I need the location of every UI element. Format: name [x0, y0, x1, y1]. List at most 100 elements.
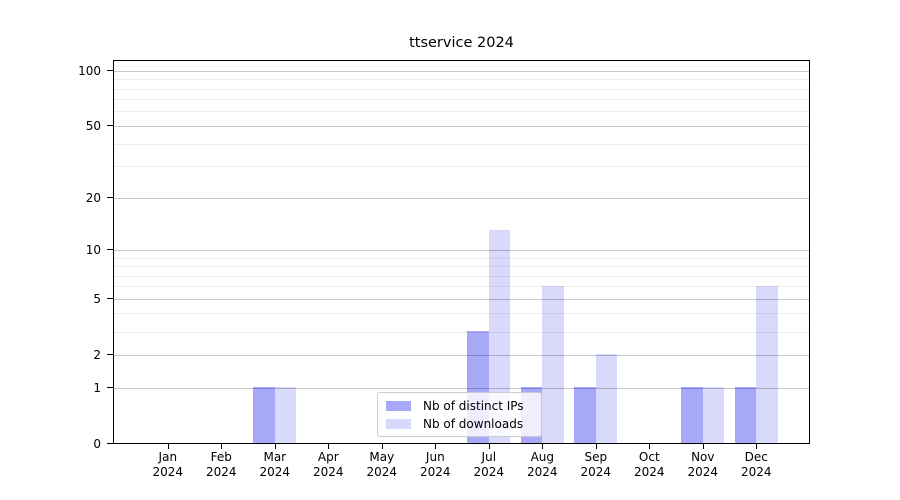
x-tick-label-jul: Jul 2024 [459, 450, 519, 480]
gridline-minor [114, 313, 809, 315]
x-tick-label-mar: Mar 2024 [245, 450, 305, 480]
gridline-minor [114, 99, 809, 101]
y-tick-mark [107, 70, 113, 72]
y-tick-mark [107, 443, 113, 444]
y-tick-mark [107, 298, 113, 300]
gridline-minor [114, 166, 809, 168]
bar-downloads-mar [274, 387, 297, 443]
x-tick-label-feb: Feb 2024 [191, 450, 251, 480]
x-tick-mark [488, 443, 490, 449]
gridline-minor [114, 331, 809, 333]
x-tick-year: 2024 [259, 464, 291, 479]
gridline-minor [114, 257, 809, 259]
x-tick-year: 2024 [473, 464, 505, 479]
x-tick-label-oct: Oct 2024 [619, 450, 679, 480]
gridline-minor [114, 275, 809, 277]
x-tick-mark [542, 443, 544, 449]
x-tick-year: 2024 [741, 464, 772, 479]
y-tick-label: 1 [93, 380, 101, 395]
y-tick-mark [107, 249, 113, 251]
bar-downloads-nov [702, 387, 725, 443]
x-tick-month: May [369, 449, 395, 464]
x-tick-month: Feb [210, 449, 232, 464]
x-tick-month: Nov [691, 449, 715, 464]
x-tick-month: Jan [158, 449, 178, 464]
gridline-major [114, 298, 809, 300]
y-tick-label: 100 [78, 63, 101, 78]
gridline-minor [114, 266, 809, 267]
legend-swatch-distinct-ips [386, 401, 411, 411]
gridline-minor [114, 79, 809, 81]
x-tick-year: 2024 [580, 464, 612, 479]
bar-distinct-ips-sep [574, 387, 596, 443]
gridline-major [114, 70, 809, 72]
x-tick-mark [756, 443, 758, 449]
x-tick-mark [167, 443, 169, 449]
x-tick-mark [221, 443, 223, 449]
x-tick-year: 2024 [152, 464, 184, 479]
legend-item-distinct-ips: Nb of distinct IPs [386, 399, 533, 413]
y-tick-label: 20 [85, 190, 101, 205]
x-tick-mark [435, 443, 437, 449]
bar-distinct-ips-dec [734, 387, 757, 443]
plot-area [113, 60, 810, 444]
gridline-minor [114, 111, 809, 113]
x-tick-label-may: May 2024 [352, 450, 412, 480]
x-tick-month: Jul [481, 449, 497, 464]
bar-distinct-ips-mar [253, 387, 275, 443]
x-tick-mark [328, 443, 330, 449]
y-tick-mark [107, 354, 113, 356]
gridline-major [114, 249, 809, 251]
x-tick-month: Apr [317, 449, 339, 464]
y-tick-label: 2 [93, 347, 101, 362]
y-tick-label: 5 [93, 291, 101, 306]
x-tick-month: Oct [638, 449, 660, 464]
y-tick-mark [107, 197, 113, 199]
legend-item-downloads: Nb of downloads [386, 417, 533, 431]
chart-title: ttservice 2024 [409, 35, 514, 51]
bar-downloads-aug [542, 285, 564, 443]
x-tick-month: Mar [263, 449, 287, 464]
gridline-major [114, 387, 809, 389]
x-tick-month: Dec [744, 449, 768, 464]
x-tick-year: 2024 [366, 464, 398, 479]
x-tick-label-sep: Sep 2024 [566, 450, 626, 480]
y-tick-label: 50 [85, 118, 101, 133]
y-tick-mark [107, 125, 113, 127]
gridline-major [114, 125, 809, 127]
legend: Nb of distinct IPs Nb of downloads [377, 392, 542, 437]
gridline-minor [114, 143, 809, 145]
bar-downloads-jul [488, 229, 511, 443]
bar-downloads-dec [756, 285, 778, 443]
x-tick-year: 2024 [313, 464, 344, 479]
x-tick-label-dec: Dec 2024 [726, 450, 786, 480]
x-tick-label-jun: Jun 2024 [405, 450, 465, 480]
bar-downloads-sep [595, 354, 618, 443]
x-tick-year: 2024 [687, 464, 719, 479]
x-tick-mark [381, 443, 383, 449]
x-tick-label-aug: Aug 2024 [512, 450, 572, 480]
x-tick-label-jan: Jan 2024 [138, 450, 198, 480]
legend-swatch-downloads [386, 419, 411, 429]
x-tick-label-apr: Apr 2024 [298, 450, 358, 480]
x-tick-mark [595, 443, 597, 449]
x-tick-mark [649, 443, 651, 449]
x-tick-mark [274, 443, 276, 449]
x-tick-year: 2024 [206, 464, 237, 479]
x-tick-year: 2024 [634, 464, 665, 479]
gridline-major [114, 197, 809, 199]
bar-distinct-ips-nov [681, 387, 703, 443]
x-tick-year: 2024 [420, 464, 451, 479]
legend-label-distinct-ips: Nb of distinct IPs [423, 399, 524, 413]
y-tick-mark [107, 387, 113, 388]
y-tick-label: 10 [85, 242, 101, 257]
gridline-major [114, 354, 809, 356]
x-tick-month: Jun [425, 449, 445, 464]
gridline-minor [114, 286, 809, 288]
legend-label-downloads: Nb of downloads [423, 417, 524, 431]
y-tick-label: 0 [93, 436, 101, 451]
x-tick-label-nov: Nov 2024 [673, 450, 733, 480]
x-tick-year: 2024 [527, 464, 558, 479]
gridline-minor [114, 88, 809, 90]
